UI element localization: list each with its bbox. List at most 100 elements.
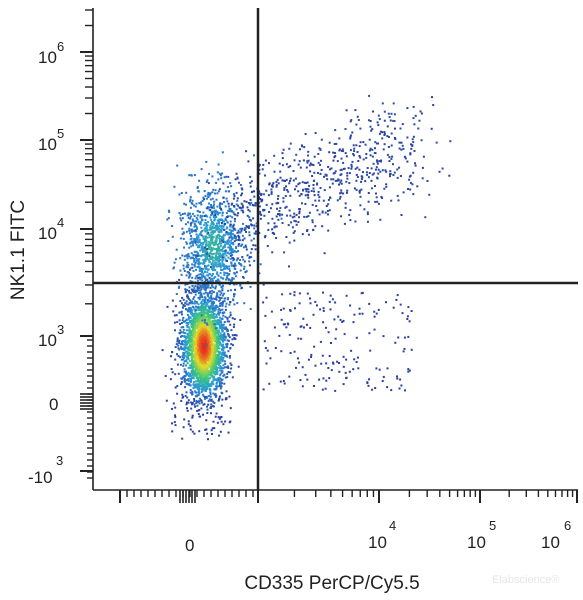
event-dot	[210, 228, 212, 231]
event-dot	[322, 199, 325, 202]
event-dot	[286, 189, 289, 191]
event-dot	[197, 330, 200, 333]
event-dot	[214, 333, 217, 336]
event-dot	[346, 177, 349, 180]
event-dot	[207, 305, 210, 308]
event-dot	[185, 230, 188, 233]
event-dot	[202, 247, 204, 250]
event-dot	[221, 239, 224, 242]
event-dot	[342, 161, 345, 164]
event-dot	[200, 168, 203, 171]
event-dot	[194, 336, 197, 339]
event-dot	[353, 150, 356, 152]
event-dot	[183, 343, 186, 346]
event-dot	[309, 297, 311, 300]
event-dot	[185, 382, 188, 385]
event-dot	[281, 157, 284, 160]
event-dot	[200, 226, 203, 229]
event-dot	[189, 428, 192, 431]
event-dot	[399, 303, 402, 306]
event-dot	[227, 241, 230, 244]
event-dot	[217, 263, 220, 266]
event-dot	[202, 241, 205, 244]
event-dot	[226, 329, 229, 332]
event-dot	[200, 201, 202, 204]
event-dot	[185, 364, 187, 367]
event-dot	[397, 199, 400, 202]
event-dot	[202, 403, 205, 406]
event-dot	[214, 309, 217, 312]
event-dot	[261, 199, 263, 202]
event-dot	[187, 317, 190, 320]
event-dot	[212, 247, 215, 250]
event-dot	[210, 399, 213, 402]
event-dot	[192, 332, 195, 334]
event-dot	[174, 258, 177, 261]
event-dot	[198, 392, 201, 395]
event-dot	[190, 407, 193, 410]
event-dot	[190, 340, 193, 343]
event-dot	[294, 177, 297, 180]
event-dot	[202, 310, 205, 313]
event-dot	[317, 172, 319, 174]
event-dot	[195, 357, 198, 360]
event-dot	[409, 181, 412, 184]
event-dot	[200, 336, 203, 339]
event-dot	[236, 197, 239, 200]
event-dot	[217, 163, 220, 166]
event-dot	[185, 342, 187, 345]
event-dot	[181, 393, 184, 396]
event-dot	[206, 369, 209, 372]
event-dot	[190, 363, 193, 366]
event-dot	[342, 365, 345, 368]
event-dot	[217, 312, 220, 315]
event-dot	[295, 223, 298, 226]
event-dot	[313, 194, 316, 197]
event-dot	[209, 226, 212, 229]
event-dot	[206, 255, 209, 257]
event-dot	[214, 308, 217, 310]
event-dot	[384, 169, 387, 172]
event-dot	[408, 178, 411, 181]
event-dot	[269, 357, 272, 360]
event-dot	[212, 232, 215, 235]
event-dot	[201, 378, 204, 381]
event-dot	[211, 225, 214, 228]
event-dot	[195, 334, 197, 337]
event-dot	[191, 242, 194, 245]
event-dot	[217, 233, 220, 236]
event-dot	[215, 346, 218, 349]
event-dot	[197, 292, 200, 295]
event-dot	[265, 362, 268, 365]
event-dot	[330, 342, 332, 344]
event-dot	[186, 255, 189, 258]
event-dot	[253, 259, 256, 262]
event-dot	[202, 345, 205, 348]
event-dot	[203, 349, 206, 352]
event-dot	[220, 404, 223, 407]
event-dot	[196, 362, 199, 365]
event-dot	[196, 383, 199, 386]
event-dot	[192, 220, 195, 223]
event-dot	[373, 315, 376, 318]
event-dot	[193, 287, 196, 290]
event-dot	[312, 164, 315, 166]
event-dot	[379, 130, 382, 133]
event-dot	[206, 316, 209, 319]
event-dot	[275, 237, 278, 239]
event-dot	[301, 233, 304, 236]
event-dot	[219, 298, 222, 301]
event-dot	[188, 276, 190, 279]
event-dot	[210, 302, 213, 305]
event-dot	[207, 403, 210, 406]
event-dot	[228, 269, 231, 272]
event-dot	[195, 301, 198, 303]
event-dot	[205, 241, 208, 244]
event-dot	[202, 309, 205, 311]
event-dot	[221, 151, 224, 154]
event-dot	[191, 401, 194, 404]
event-dot	[240, 229, 243, 232]
event-dot	[338, 370, 341, 373]
event-dot	[206, 352, 209, 355]
